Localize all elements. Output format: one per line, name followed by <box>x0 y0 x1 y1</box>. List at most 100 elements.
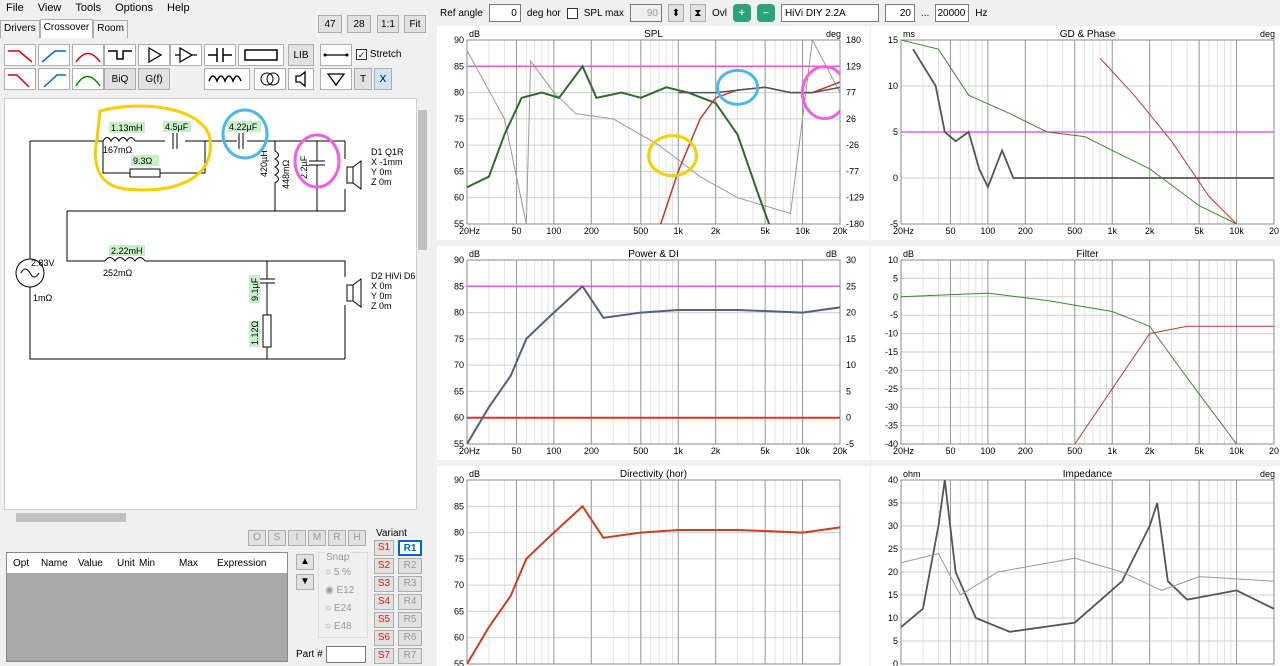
driver-select[interactable]: HiVi DIY 2.2A <box>780 4 879 22</box>
variant-r6-button[interactable]: R6 <box>398 630 422 646</box>
c3-value-label[interactable]: 2.2µF <box>299 155 309 179</box>
spin-button[interactable]: ⬍ <box>667 4 684 22</box>
lowpass-2-button[interactable] <box>4 68 36 90</box>
opt-i-button[interactable]: I <box>288 530 306 546</box>
variant-s3-button[interactable]: S3 <box>374 576 394 592</box>
wire-button[interactable] <box>320 44 352 66</box>
dir-plot[interactable]: 908580757065605520Hz501002005001k2k5k10k… <box>437 466 870 666</box>
opt-m-button[interactable]: M <box>308 530 326 546</box>
imp-plot[interactable]: 403530252015105020Hz501002005001k2k5k10k… <box>871 466 1280 666</box>
lowpass-1-button[interactable] <box>4 44 36 66</box>
freq-max-input[interactable]: 20000 <box>935 4 970 22</box>
opt-o-button[interactable]: O <box>248 530 266 546</box>
zoom-fit-button[interactable]: Fit <box>404 15 426 33</box>
hscroll-thumb[interactable] <box>16 513 126 522</box>
zoom-in-button[interactable]: + <box>732 4 751 22</box>
variant-r1-button[interactable]: R1 <box>398 540 422 556</box>
zoom-1to1-button[interactable]: 1:1 <box>377 15 399 33</box>
gd-sum-curve <box>912 48 1274 190</box>
ground-button[interactable] <box>320 68 352 90</box>
r2-value-label[interactable]: 1.12Ω <box>250 320 260 345</box>
tab-room[interactable]: Room <box>93 20 128 38</box>
snap-5pct-radio[interactable]: ○ 5 % <box>325 567 352 578</box>
l1-value-label[interactable]: 1.13mH <box>111 123 143 133</box>
highpass-1-button[interactable] <box>38 44 70 66</box>
r1-value-label[interactable]: 9.3Ω <box>133 156 153 166</box>
tab-drivers[interactable]: Drivers <box>0 20 40 38</box>
opt-r-button[interactable]: R <box>328 530 346 546</box>
amplifier-button[interactable] <box>138 44 170 66</box>
notch-button[interactable] <box>104 44 136 66</box>
opt-s-button[interactable]: S <box>268 530 286 546</box>
d1-name-label[interactable]: D1 Q1R <box>371 147 404 157</box>
variant-r7-button[interactable]: R7 <box>398 648 422 664</box>
t-button[interactable]: T <box>354 68 372 90</box>
snap-e48-radio[interactable]: ○ E48 <box>325 621 352 632</box>
l2-value-label[interactable]: 420µH <box>259 150 269 177</box>
vscroll-thumb[interactable] <box>418 110 427 250</box>
c2-value-label[interactable]: 4.22µF <box>229 122 258 132</box>
spl-max-checkbox[interactable] <box>566 7 578 19</box>
variant-s6-button[interactable]: S6 <box>374 630 394 646</box>
move-up-button[interactable]: ▲ <box>296 554 314 570</box>
schematic-vscroll[interactable] <box>417 98 428 510</box>
variant-r5-button[interactable]: R5 <box>398 612 422 628</box>
ref-angle-input[interactable]: 0 <box>488 4 521 22</box>
variant-r3-button[interactable]: R3 <box>398 576 422 592</box>
bandpass-2-button[interactable] <box>72 68 104 90</box>
variant-s4-button[interactable]: S4 <box>374 594 394 610</box>
biq-button[interactable]: BiQ <box>104 68 136 90</box>
x-button[interactable]: X <box>374 68 392 90</box>
optimizer-table[interactable]: Opt Name Value Unit Min Max Expression <box>6 552 288 662</box>
variant-s2-button[interactable]: S2 <box>374 558 394 574</box>
variant-r4-button[interactable]: R4 <box>398 594 422 610</box>
power-plot[interactable]: 90 30 85 25 80 20 75 15 70 10 65 5 60 0 55 -5 20Hz 50 100 2… <box>437 246 870 460</box>
source-voltage-label[interactable]: 2.83V <box>31 258 55 268</box>
snap-e12-radio[interactable]: ◉ E12 <box>325 585 355 596</box>
spl-plot[interactable]: 90 180 85 129 80 77 75 26 70 -26 65 -77 60 -129 55 -180… <box>437 26 870 240</box>
inductor-button[interactable] <box>204 68 250 90</box>
move-down-button[interactable]: ▼ <box>296 574 314 590</box>
resistor-button[interactable] <box>238 44 284 66</box>
zoom-47-button[interactable]: 47 <box>318 15 342 33</box>
schematic-canvas[interactable]: 1.13mH 167mΩ 4.5µF 9.3Ω 4.22µF 420µH 448… <box>4 98 417 510</box>
c1-value-label[interactable]: 4.5µF <box>165 122 189 132</box>
buffer-button[interactable] <box>170 44 202 66</box>
schematic-hscroll[interactable] <box>4 512 417 523</box>
gf-button[interactable]: G(f) <box>138 68 170 90</box>
part-input[interactable] <box>326 646 366 663</box>
bandpass-1-button[interactable] <box>72 44 104 66</box>
zoom-28-button[interactable]: 28 <box>347 15 371 33</box>
triangle-down-icon: ▼ <box>300 576 310 587</box>
hz-label: Hz <box>975 7 988 19</box>
c2-capacitor-symbol <box>238 133 244 149</box>
highpass-2-button[interactable] <box>38 68 70 90</box>
variant-s1-button[interactable]: S1 <box>374 540 394 556</box>
lib-button[interactable]: LIB <box>288 44 314 66</box>
hourglass-button[interactable]: ⧗ <box>689 4 706 22</box>
opt-h-button[interactable]: H <box>348 530 366 546</box>
menu-file[interactable]: File <box>6 2 24 14</box>
speaker-button[interactable] <box>288 68 314 90</box>
variant-s5-button[interactable]: S5 <box>374 612 394 628</box>
c4-value-label[interactable]: 9.1µF <box>250 277 260 301</box>
tab-crossover[interactable]: Crossover <box>39 19 94 38</box>
capacitor-button[interactable] <box>204 44 236 66</box>
spl-max-input[interactable]: 90 <box>629 4 662 22</box>
menu-help[interactable]: Help <box>167 2 190 14</box>
menu-options[interactable]: Options <box>115 2 153 14</box>
d2-name-label[interactable]: D2 HiVi D6 <box>371 271 415 281</box>
snap-e24-radio[interactable]: ○ E24 <box>325 603 352 614</box>
zoom-out-button[interactable]: − <box>756 4 775 22</box>
stretch-checkbox[interactable]: ✓ Stretch <box>356 49 401 60</box>
l3-value-label[interactable]: 2.22mH <box>111 246 143 256</box>
menu-view[interactable]: View <box>37 2 62 14</box>
transformer-button[interactable] <box>254 68 286 90</box>
freq-min-input[interactable]: 20 <box>884 4 915 22</box>
menu-tools[interactable]: Tools <box>75 2 102 14</box>
variant-r2-button[interactable]: R2 <box>398 558 422 574</box>
variant-s7-button[interactable]: S7 <box>374 648 394 664</box>
